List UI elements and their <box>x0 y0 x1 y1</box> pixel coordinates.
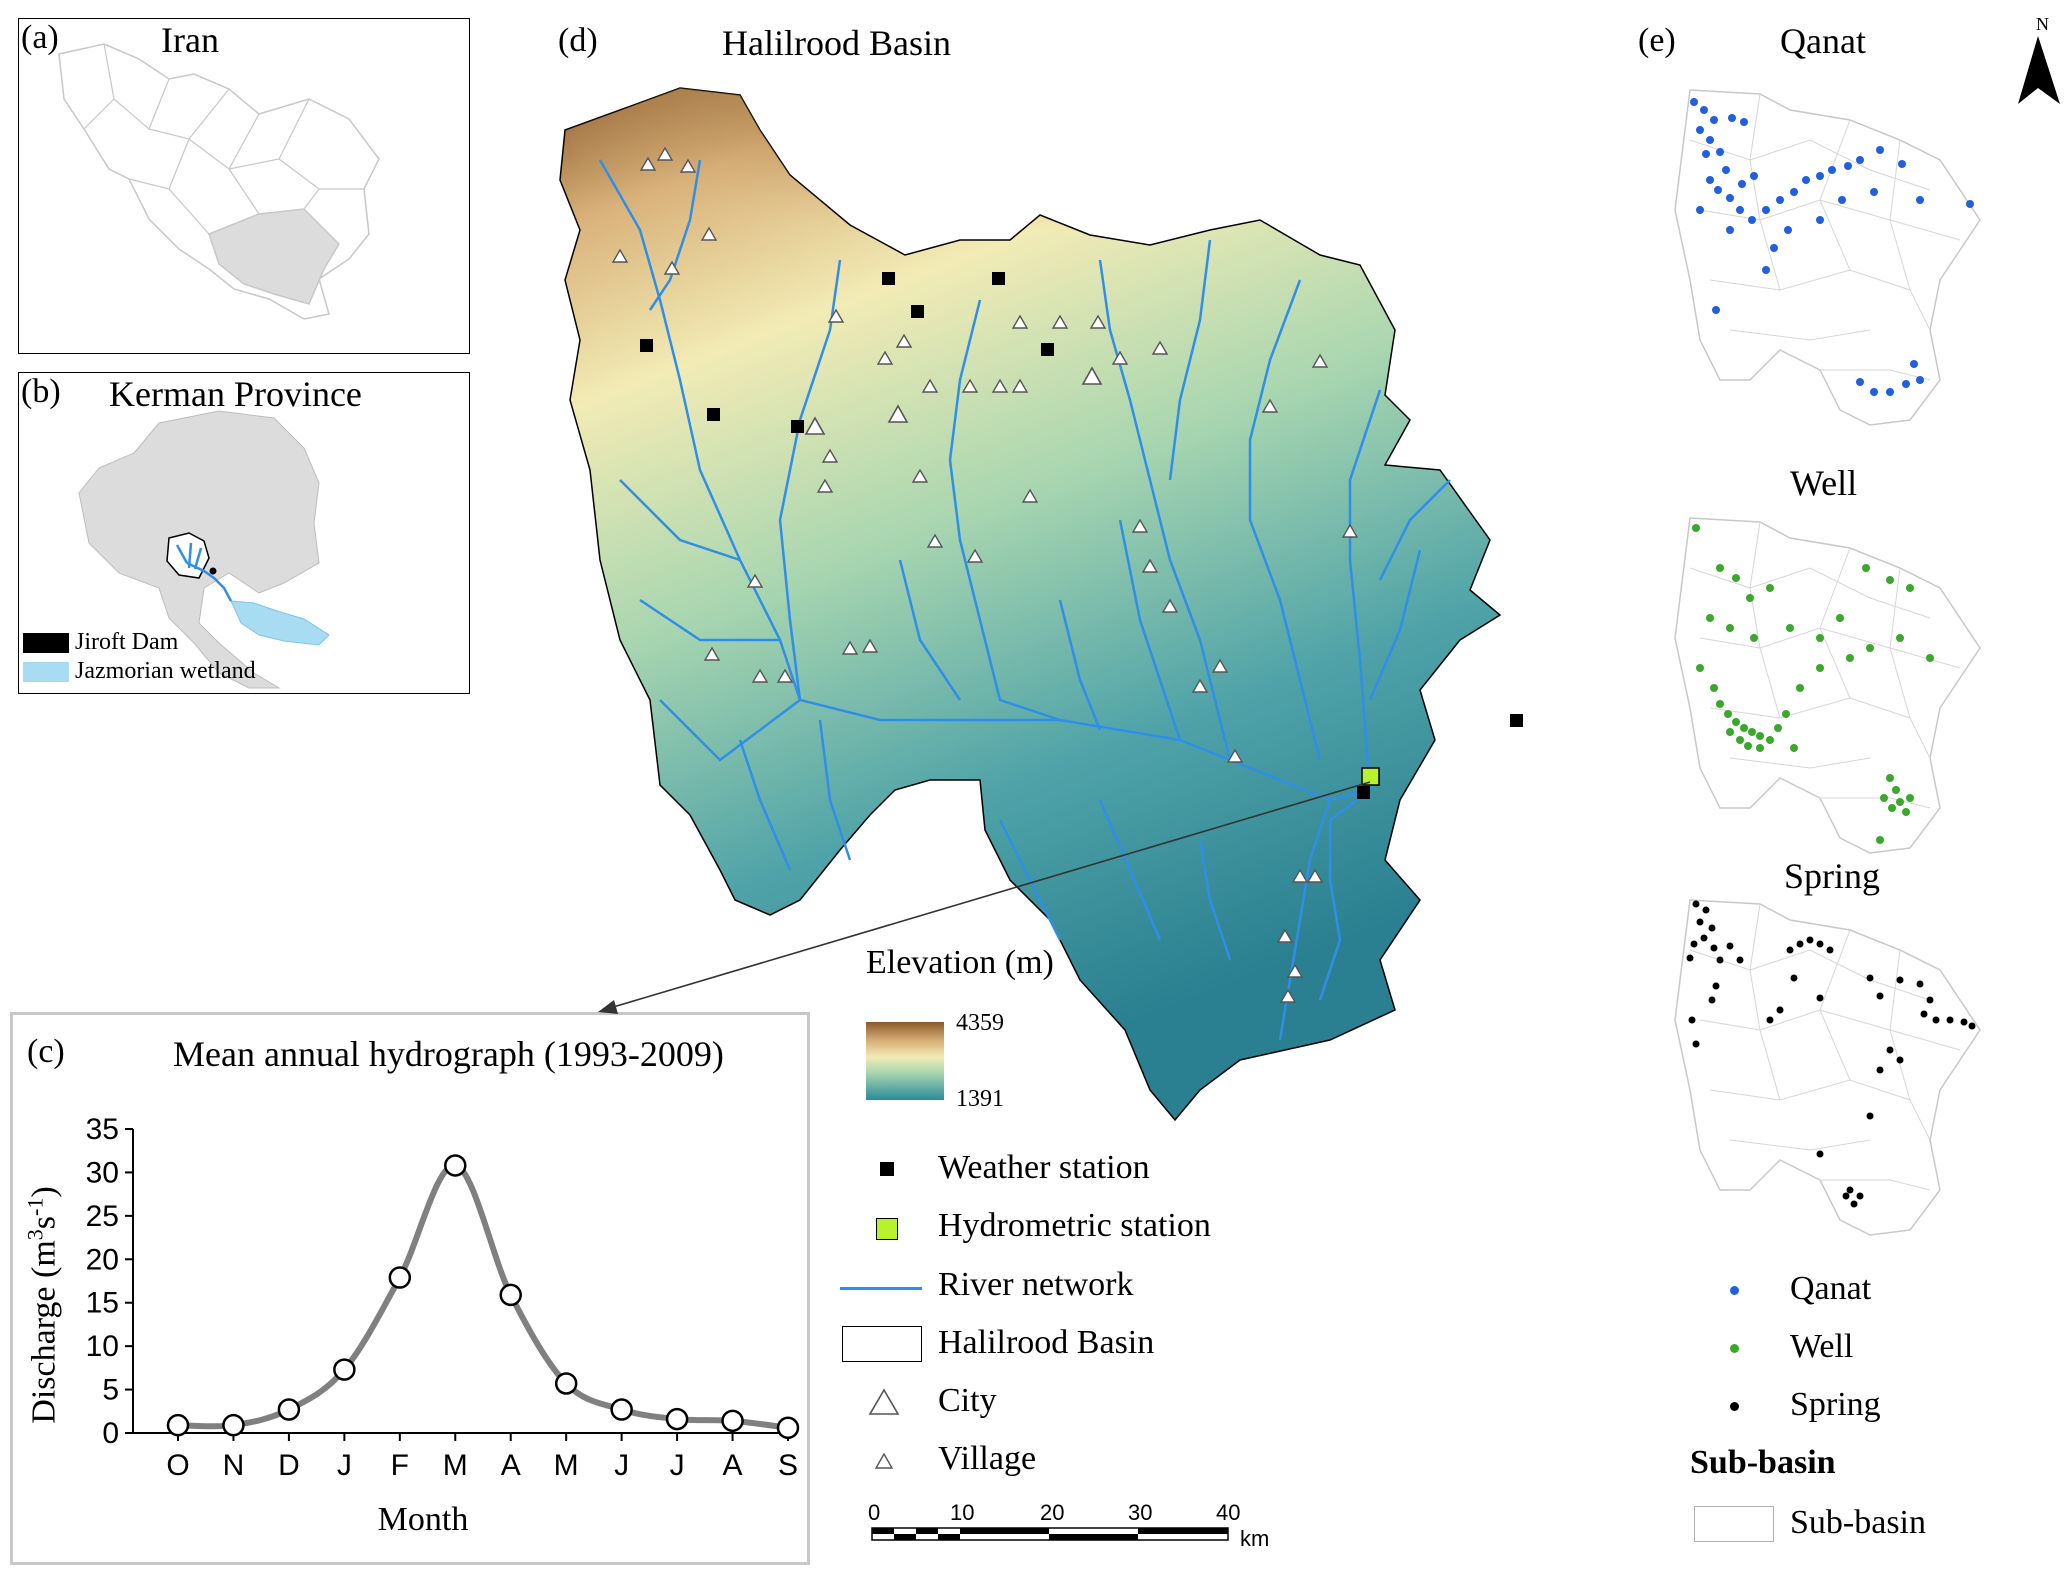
hydrometric-station-marker <box>1361 767 1380 786</box>
panel-b-title: Kerman Province <box>109 374 362 414</box>
qanat-title: Qanat <box>1780 21 1866 61</box>
x-tick-label: J <box>337 1449 352 1482</box>
y-tick-label: 0 <box>102 1417 119 1450</box>
basin-label: Halilrood Basin <box>938 1324 1155 1361</box>
panel-kerman: (b) Kerman Province Jiroft Dam Jazmorian… <box>18 372 470 694</box>
scale-tick-40: 40 <box>1216 1500 1241 1525</box>
spring-legend-label: Spring <box>1790 1386 1881 1423</box>
basin-symbol <box>842 1326 922 1362</box>
river-network-symbol <box>840 1287 922 1290</box>
x-tick-label: A <box>501 1449 521 1482</box>
panel-e-letter: (e) <box>1638 22 1676 59</box>
kerman-map <box>78 410 330 689</box>
panel-hydrograph: (c) Mean annual hydrograph (1993-2009) 0… <box>10 1012 810 1565</box>
data-point <box>721 1409 744 1433</box>
data-point <box>776 1416 800 1440</box>
y-tick-label: 30 <box>86 1156 119 1189</box>
elevation-min-label: 1391 <box>956 1086 1004 1112</box>
x-tick-label: M <box>554 1449 579 1482</box>
scale-tick-30: 30 <box>1128 1500 1153 1525</box>
x-tick-label: J <box>614 1449 629 1482</box>
elevation-legend-title: Elevation (m) <box>866 944 1054 981</box>
y-tick-label: 25 <box>86 1200 119 1233</box>
y-tick-label: 5 <box>102 1374 119 1407</box>
village-label: Village <box>938 1440 1037 1477</box>
spring-title: Spring <box>1784 856 1881 896</box>
river-network-label: River network <box>938 1266 1134 1303</box>
well-map <box>1674 517 1981 854</box>
village-symbol <box>874 1452 894 1469</box>
jazmorian-label: Jazmorian wetland <box>75 658 256 684</box>
panel-a-letter: (a) <box>21 19 59 56</box>
sub-basin-heading: Sub-basin <box>1690 1444 1836 1481</box>
well-legend-dot <box>1730 1344 1739 1353</box>
jiroft-dam-swatch <box>23 633 69 653</box>
weather-station-symbol <box>880 1162 894 1176</box>
scale-tick-20: 20 <box>1040 1500 1065 1525</box>
panel-d-letter: (d) <box>558 22 598 59</box>
panel-iran: (a) Iran <box>18 18 470 354</box>
spring-legend-dot <box>1730 1402 1739 1411</box>
x-tick-label: A <box>723 1449 743 1482</box>
panel-d-title: Halilrood Basin <box>722 23 951 63</box>
data-point <box>665 1407 689 1431</box>
jazmorian-swatch <box>23 662 69 682</box>
data-point <box>277 1398 301 1421</box>
data-point <box>610 1398 633 1421</box>
hydrometric-station-label: Hydrometric station <box>938 1207 1211 1244</box>
x-tick-label: M <box>443 1449 468 1482</box>
north-arrow-icon <box>2018 36 2060 104</box>
city-symbol <box>868 1388 900 1415</box>
elevation-max-label: 4359 <box>956 1010 1004 1036</box>
qanat-legend-dot <box>1730 1286 1739 1295</box>
data-point <box>333 1358 356 1381</box>
x-tick-label: D <box>278 1449 300 1482</box>
y-tick-label: 35 <box>86 1113 119 1146</box>
spring-map <box>1674 899 1981 1236</box>
well-title: Well <box>1790 463 1858 503</box>
sub-basin-symbol <box>1694 1506 1774 1542</box>
scale-bar <box>871 1527 1229 1541</box>
y-tick-label: 15 <box>86 1287 119 1320</box>
x-tick-label: N <box>223 1449 245 1482</box>
well-legend-label: Well <box>1790 1328 1854 1365</box>
scale-tick-0: 0 <box>868 1500 881 1525</box>
panel-a-title: Iran <box>161 20 219 60</box>
panel-b-letter: (b) <box>21 373 61 410</box>
sub-basin-label: Sub-basin <box>1790 1504 1926 1541</box>
weather-station-label: Weather station <box>938 1149 1150 1186</box>
north-arrow-label: N <box>2036 14 2049 34</box>
iran-map <box>58 43 380 320</box>
chart-title: Mean annual hydrograph (1993-2009) <box>173 1034 724 1074</box>
village-markers <box>611 146 1359 1003</box>
x-axis-label: Month <box>377 1501 469 1538</box>
data-point <box>222 1413 245 1437</box>
x-tick-label: F <box>391 1449 409 1482</box>
panel-c-letter: (c) <box>27 1033 65 1070</box>
city-label: City <box>938 1382 997 1419</box>
data-point <box>499 1283 522 1307</box>
x-tick-label: J <box>670 1449 685 1482</box>
x-tick-label: O <box>166 1449 189 1482</box>
scale-tick-10: 10 <box>950 1500 975 1525</box>
data-point <box>444 1154 467 1177</box>
elevation-colorbar <box>866 1022 944 1100</box>
qanat-legend-label: Qanat <box>1790 1270 1872 1307</box>
x-tick-label: S <box>778 1449 798 1482</box>
data-point <box>554 1372 578 1395</box>
qanat-map <box>1674 89 1981 426</box>
y-tick-label: 20 <box>86 1243 119 1276</box>
hydrometric-station-symbol <box>876 1218 898 1240</box>
data-point <box>166 1413 190 1437</box>
y-tick-label: 10 <box>86 1330 119 1363</box>
jiroft-dam-label: Jiroft Dam <box>75 629 179 655</box>
weather-stations <box>640 272 1523 799</box>
city-markers <box>804 366 1103 435</box>
scale-unit: km <box>1240 1526 1270 1551</box>
data-point <box>388 1266 412 1289</box>
